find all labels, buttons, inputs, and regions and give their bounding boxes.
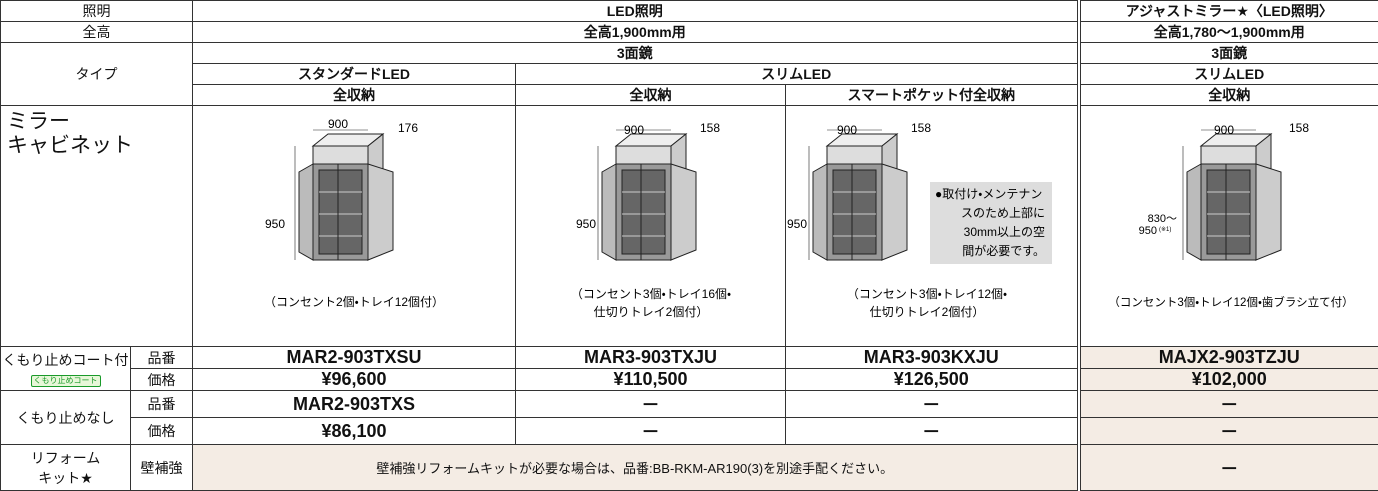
dim-note: (※1) [1159, 227, 1171, 233]
note: ●取付け・メンテナン [935, 187, 1042, 201]
price: － [516, 418, 786, 445]
part-number: － [1079, 391, 1378, 418]
product-image: 900 158 950 （コンセント3個・トレイ16個・ 仕切りトレイ2個付） [516, 106, 786, 347]
sub-label: 価格 [131, 369, 193, 391]
row-label: くもり止めコート付くもり止めコート [1, 347, 131, 391]
part-number: MAR3-903KXJU [786, 347, 1079, 369]
dim: 950 [787, 217, 807, 231]
label-line: ミラー [7, 110, 192, 134]
reform-note: 壁補強リフォームキットが必要な場合は、品番:BB-RKM-AR190(3)を別途… [193, 445, 1079, 491]
dim: 900 [328, 117, 348, 131]
header-cell: スマートポケット付全収納 [786, 85, 1079, 106]
caption: 仕切りトレイ2個付） [594, 305, 709, 319]
dim: 950 [576, 217, 596, 231]
label-line: キャビネット [7, 134, 192, 158]
label-line: リフォーム [1, 448, 130, 468]
header-cell: スタンダードLED [193, 64, 516, 85]
caption: 仕切りトレイ2個付） [869, 305, 984, 319]
header-cell: 全高 [1, 22, 193, 43]
drawing: 900 158 950 （コンセント3個・トレイ16個・ 仕切りトレイ2個付） [516, 106, 786, 342]
product-image: 900 158 950 ●取付け・メンテナン スのため上部に 30mm以上の空 … [786, 106, 1079, 347]
header-cell: タイプ [1, 43, 193, 106]
product-image: 900 158 830〜 950 (※1) （コンセント3個・トレイ12個・歯ブ… [1079, 106, 1378, 347]
dim: 950 [265, 217, 285, 231]
dim: 900 [624, 123, 644, 137]
dim: 176 [398, 121, 418, 135]
drawing: 900 158 830〜 950 (※1) （コンセント3個・トレイ12個・歯ブ… [1081, 106, 1378, 342]
drawing: 900 176 950 （コンセント2個・トレイ12個付） [193, 106, 516, 342]
dim: 900 [1214, 123, 1234, 137]
header-cell: 全高1,900mm用 [193, 22, 1079, 43]
row-label: ミラーキャビネット [1, 106, 193, 347]
dim: 158 [700, 121, 720, 135]
price: － [786, 418, 1079, 445]
part-number: － [516, 391, 786, 418]
reform-adjust: － [1079, 445, 1378, 491]
sub-label: 品番 [131, 347, 193, 369]
dim: 158 [911, 121, 931, 135]
dim: 830〜 [1147, 213, 1176, 225]
dim: 158 [1289, 121, 1309, 135]
header-cell: 3面鏡 [193, 43, 1079, 64]
label-line: くもり止めコート付 [1, 350, 130, 370]
dim: 950 [1138, 225, 1156, 237]
row-label: リフォームキット★ [1, 445, 131, 491]
price: ¥102,000 [1079, 369, 1378, 391]
sub-label: 価格 [131, 418, 193, 445]
row-label: くもり止めなし [1, 391, 131, 445]
header-cell: 照明 [1, 1, 193, 22]
header-cell: 3面鏡 [1079, 43, 1378, 64]
product-image: 900 176 950 （コンセント2個・トレイ12個付） [193, 106, 516, 347]
dim: 900 [837, 123, 857, 137]
caption: （コンセント3個・トレイ16個・ [571, 287, 731, 301]
price: － [1079, 418, 1378, 445]
sub-label: 壁補強 [131, 445, 193, 491]
sub-label: 品番 [131, 391, 193, 418]
part-number: MAR3-903TXJU [516, 347, 786, 369]
price: ¥86,100 [193, 418, 516, 445]
part-number: MAR2-903TXSU [193, 347, 516, 369]
header-cell: アジャストミラー★〈LED照明〉 [1079, 1, 1378, 22]
header-cell: 全収納 [1079, 85, 1378, 106]
header-cell: スリムLED [516, 64, 1079, 85]
header-cell: LED照明 [193, 1, 1079, 22]
header-cell: 全収納 [516, 85, 786, 106]
page: 照明 LED照明 アジャストミラー★〈LED照明〉 全高 全高1,900mm用 … [0, 0, 1378, 477]
price: ¥110,500 [516, 369, 786, 391]
part-number: MAR2-903TXS [193, 391, 516, 418]
note: 間が必要です。 [962, 243, 1045, 258]
drawing: 900 158 950 ●取付け・メンテナン スのため上部に 30mm以上の空 … [787, 106, 1076, 342]
price: ¥126,500 [786, 369, 1079, 391]
label-line: キット★ [1, 468, 130, 488]
part-number: MAJX2-903TZJU [1079, 347, 1378, 369]
note: 30mm以上の空 [963, 225, 1044, 239]
header-cell: 全高1,780〜1,900mm用 [1079, 22, 1378, 43]
price: ¥96,600 [193, 369, 516, 391]
header-cell: 全収納 [193, 85, 516, 106]
note: スのため上部に [961, 206, 1045, 220]
caption: （コンセント3個・トレイ12個・歯ブラシ立て付） [1108, 295, 1353, 309]
badge: くもり止めコート [31, 375, 101, 387]
caption: （コンセント3個・トレイ12個・ [847, 287, 1007, 301]
header-cell: スリムLED [1079, 64, 1378, 85]
part-number: － [786, 391, 1079, 418]
caption: （コンセント2個・トレイ12個付） [264, 295, 444, 309]
